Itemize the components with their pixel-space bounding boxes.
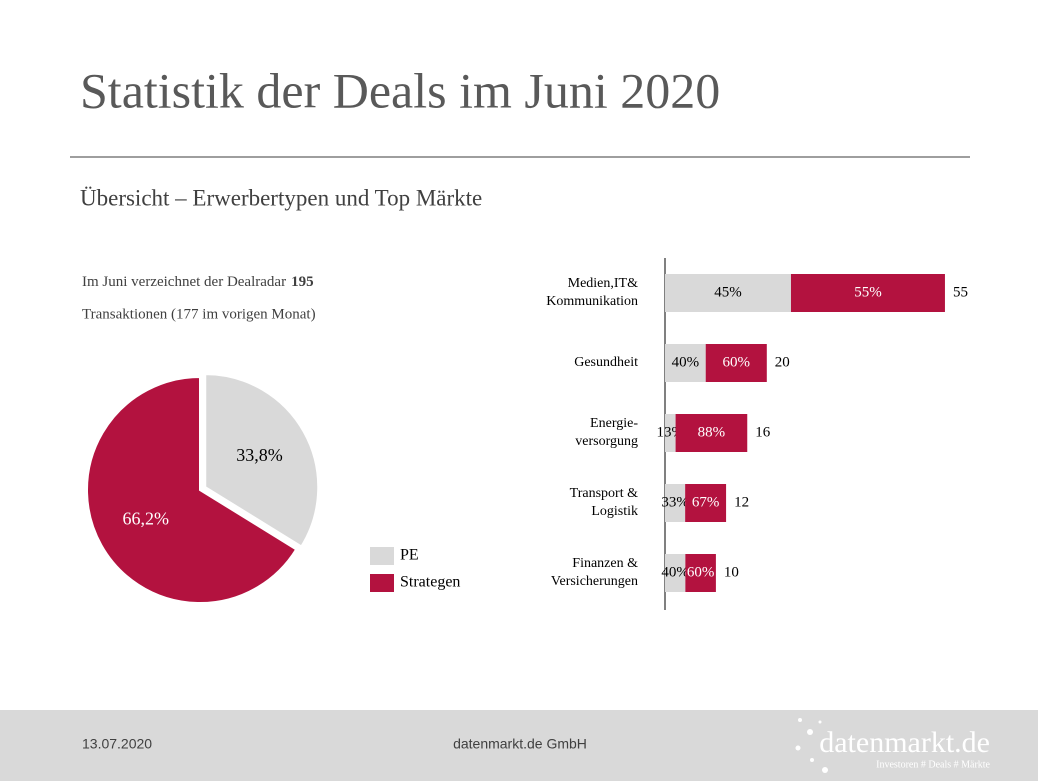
legend-label: PE bbox=[400, 547, 419, 564]
bar-segment bbox=[705, 344, 767, 382]
segment-label: 88% bbox=[698, 424, 726, 440]
pie-slice bbox=[86, 375, 298, 604]
intro-line2: Transaktionen (177 im vorigen Monat) bbox=[82, 306, 316, 322]
total-label: 16 bbox=[755, 424, 771, 440]
bar-segment bbox=[665, 414, 676, 452]
legend-swatch bbox=[370, 547, 394, 565]
legend-label: Strategen bbox=[400, 574, 460, 591]
segment-label: 33% bbox=[661, 494, 689, 510]
category-label: Gesundheit bbox=[574, 355, 638, 370]
pie-label: 66,2% bbox=[122, 508, 169, 528]
subtitle: Übersicht – Erwerbertypen und Top Märkte bbox=[80, 185, 482, 210]
logo: datenmarkt.de bbox=[819, 726, 990, 759]
bar-segment bbox=[665, 274, 791, 312]
pie-slice bbox=[204, 373, 320, 548]
category-label: Finanzen & Versicherungen bbox=[551, 556, 638, 589]
segment-label: 55% bbox=[854, 284, 882, 300]
title: Statistik der Deals im Juni 2020 bbox=[80, 62, 720, 118]
segment-label: 60% bbox=[687, 564, 715, 580]
bar-segment bbox=[685, 484, 727, 522]
footer-band bbox=[0, 710, 1038, 781]
category-label: Medien,IT& Kommunikation bbox=[546, 276, 638, 309]
logo-dots bbox=[795, 718, 828, 773]
bar-segment bbox=[685, 554, 716, 592]
total-label: 20 bbox=[775, 354, 790, 370]
pie-label: 33,8% bbox=[236, 445, 283, 465]
intro-count: 195 bbox=[291, 274, 314, 290]
bar-segment bbox=[665, 554, 686, 592]
total-label: 12 bbox=[734, 494, 749, 510]
legend-swatch bbox=[370, 574, 394, 592]
bar-segment bbox=[675, 414, 748, 452]
bar-segment bbox=[665, 484, 686, 522]
category-label: Transport & Logistik bbox=[570, 486, 638, 519]
segment-label: 60% bbox=[723, 354, 751, 370]
bar-segment bbox=[665, 344, 706, 382]
total-label: 55 bbox=[953, 284, 968, 300]
segment-label: 67% bbox=[692, 494, 720, 510]
bar-segment bbox=[790, 274, 945, 312]
footer-company: datenmarkt.de GmbH bbox=[453, 736, 587, 752]
total-label: 10 bbox=[724, 564, 739, 580]
segment-label: 40% bbox=[661, 564, 689, 580]
footer-date: 13.07.2020 bbox=[82, 736, 152, 752]
intro-line1: Im Juni verzeichnet der Dealradar 195 bbox=[82, 274, 314, 290]
logo-tagline: Investoren # Deals # Märkte bbox=[876, 759, 990, 770]
segment-label: 40% bbox=[672, 354, 700, 370]
segment-label: 45% bbox=[714, 284, 742, 300]
category-label: Energie-versorgung bbox=[575, 416, 638, 449]
intro-text: Im Juni verzeichnet der Dealradar bbox=[82, 274, 286, 290]
